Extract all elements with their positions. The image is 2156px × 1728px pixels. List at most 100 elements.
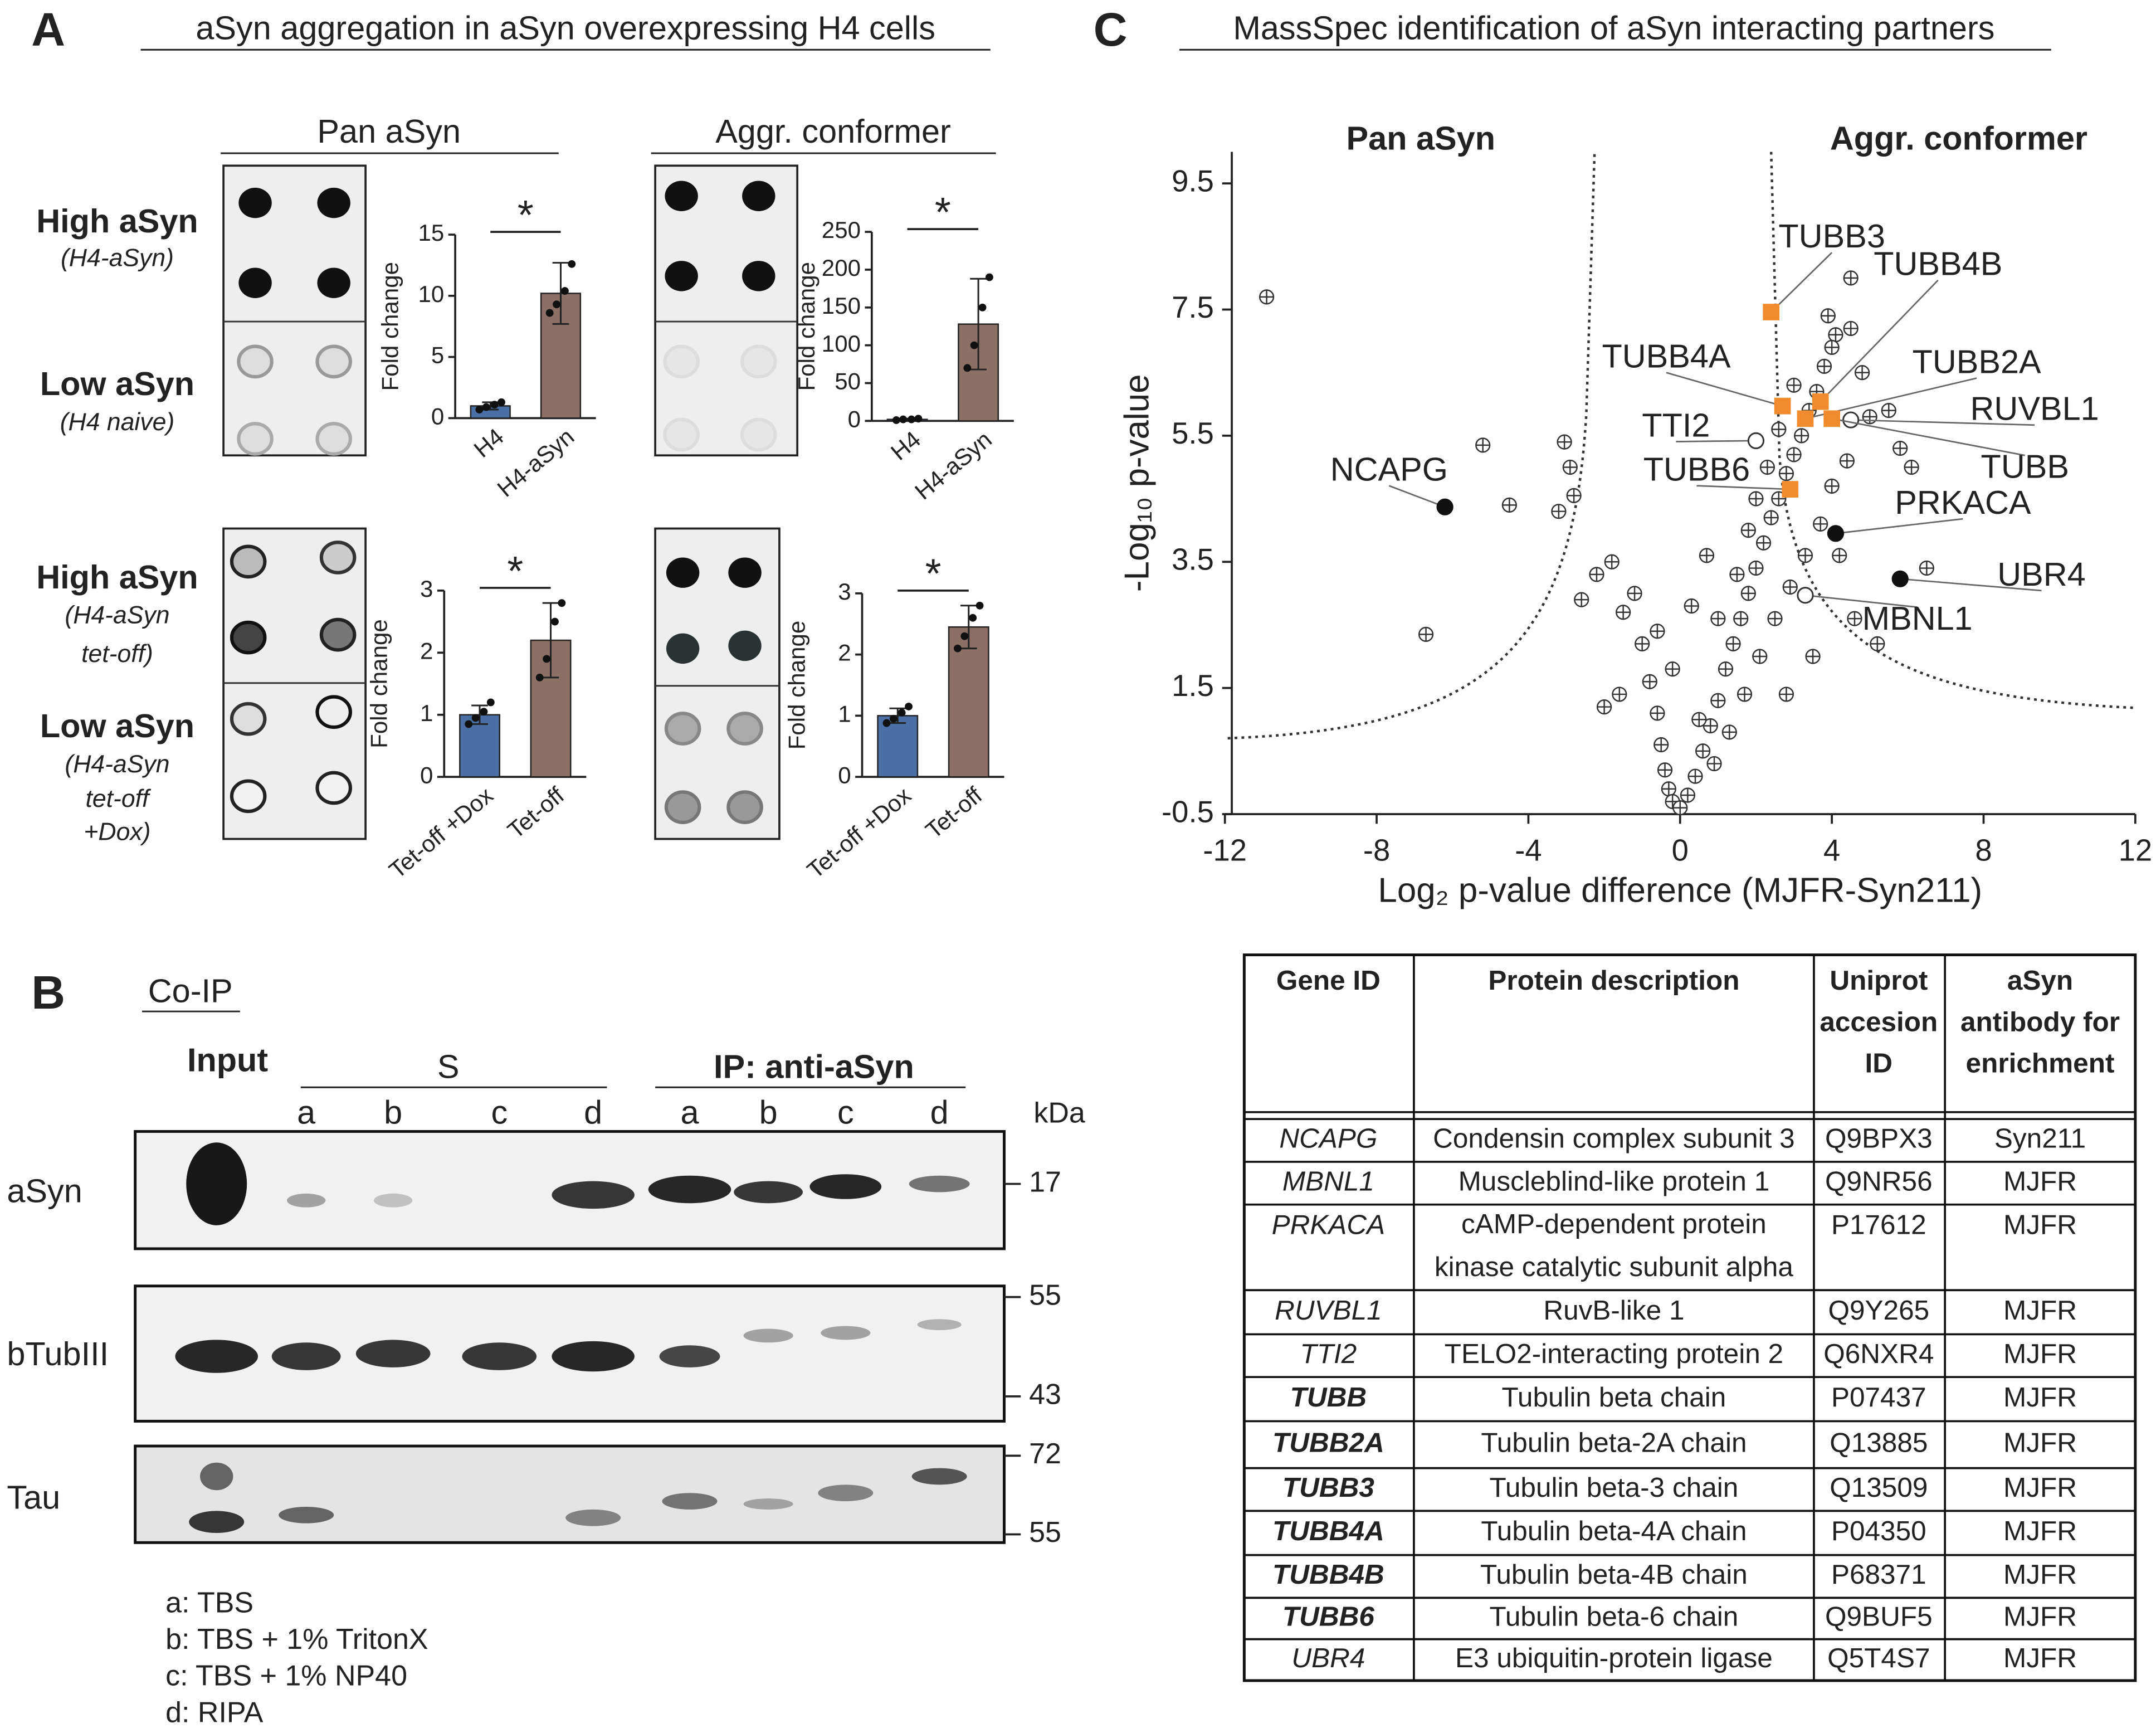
row-detail: (H4 naive) [60, 408, 175, 436]
data-point [908, 415, 915, 424]
significance-star: * [925, 551, 942, 597]
legend-entry: d: RIPA [165, 1696, 264, 1728]
x-axis-label: Log₂ p-value difference (MJFR-Syn211) [1378, 871, 1982, 909]
data-point [1672, 800, 1688, 816]
data-point [1699, 548, 1715, 563]
y-tick-label: 5 [431, 342, 444, 368]
data-point [892, 416, 900, 424]
table-cell: Q13885 [1830, 1428, 1928, 1458]
panel-title: aSyn aggregation in aSyn overexpressing … [196, 9, 935, 46]
data-point [1778, 466, 1794, 481]
table-cell: Tubulin beta-6 chain [1489, 1602, 1738, 1632]
blot-band [818, 1484, 874, 1502]
data-point [558, 599, 566, 607]
dot [666, 557, 700, 588]
table-cell: Q6NXR4 [1823, 1338, 1934, 1369]
y-tick-label: 250 [822, 217, 861, 243]
dot [666, 633, 700, 664]
panel-label: A [31, 3, 65, 56]
y-tick-label: 1.5 [1172, 669, 1214, 703]
table-cell: TUBB2A [1272, 1428, 1384, 1458]
data-point [1771, 421, 1787, 437]
data-point [1843, 320, 1859, 337]
data-point [1752, 649, 1768, 664]
table-cell: P17612 [1831, 1209, 1926, 1240]
table-cell: MJFR [2003, 1295, 2077, 1326]
data-point [960, 632, 969, 640]
table-cell: Tubulin beta-3 chain [1489, 1472, 1738, 1503]
data-point [970, 341, 978, 349]
point-label: TUBB [1981, 448, 2069, 485]
data-point [1616, 605, 1631, 620]
blot-band [355, 1340, 431, 1367]
y-axis-label: Fold change [366, 619, 392, 748]
data-point [1843, 270, 1859, 286]
table-header: Uniprot [1830, 965, 1928, 996]
lane-label: c [837, 1093, 854, 1131]
data-point [475, 406, 484, 413]
y-tick-label: 100 [822, 330, 861, 357]
leader-line [1666, 372, 1783, 407]
data-point [1604, 554, 1620, 569]
marker-label: 43 [1029, 1379, 1061, 1411]
row-label: Low aSyn [40, 365, 194, 402]
table-cell: TUBB4A [1272, 1516, 1384, 1546]
lane-label: b [384, 1093, 402, 1131]
lane-label: d [584, 1093, 602, 1131]
data-point [1794, 428, 1809, 444]
data-point [978, 303, 987, 311]
lane-label: c [491, 1093, 508, 1131]
dot [315, 695, 353, 729]
leader-line [1676, 440, 1756, 442]
point-label: TUBB6 [1643, 451, 1750, 488]
data-point [1824, 339, 1840, 356]
y-tick-label: 200 [822, 255, 861, 281]
data-point [914, 415, 923, 423]
data-point [1797, 548, 1813, 563]
data-point [482, 403, 490, 411]
threshold-curve [1227, 152, 1596, 740]
table-cell: Condensin complex subunit 3 [1433, 1123, 1795, 1154]
data-point [490, 401, 499, 409]
blot-band [279, 1506, 334, 1523]
highlight-point [1797, 410, 1814, 427]
blot-band [189, 1511, 245, 1533]
data-point [1862, 409, 1877, 425]
highlight-point [1797, 587, 1814, 604]
significance-star: * [935, 189, 951, 235]
table-cell: NCAPG [1279, 1123, 1377, 1154]
x-tick-label: Tet-off +Dox [802, 782, 916, 883]
highlight-point [1812, 393, 1829, 410]
table-cell: MJFR [2003, 1382, 2077, 1413]
data-point [1740, 523, 1756, 538]
data-point [1574, 592, 1589, 607]
dot [665, 261, 698, 291]
data-point [1828, 327, 1843, 343]
table-cell: Q13509 [1830, 1472, 1928, 1503]
blot-label: aSyn [7, 1172, 82, 1210]
point-label: TUBB2A [1913, 343, 2041, 381]
y-tick-label: 3 [838, 578, 851, 605]
data-point [889, 714, 897, 723]
y-tick-label: 3.5 [1172, 543, 1214, 577]
point-label: UBR4 [1997, 556, 2085, 593]
highlight-point [1436, 498, 1453, 515]
dot [317, 187, 350, 218]
blot-band [909, 1175, 970, 1192]
y-tick-label: 0 [420, 762, 433, 788]
table-cell: MJFR [2003, 1602, 2077, 1632]
x-tick-label: -12 [1203, 834, 1247, 868]
marker-label: 72 [1029, 1438, 1061, 1470]
y-axis-label: Fold change [793, 262, 820, 391]
dot [728, 557, 762, 588]
data-point [1824, 478, 1840, 494]
x-tick-label: 0 [1672, 834, 1689, 868]
dot [315, 771, 353, 805]
input-label: Input [187, 1041, 268, 1078]
dot [237, 344, 274, 379]
leader-line [1835, 518, 1963, 534]
data-point [1710, 693, 1726, 708]
error-bar [889, 707, 906, 724]
data-point [1733, 611, 1749, 626]
